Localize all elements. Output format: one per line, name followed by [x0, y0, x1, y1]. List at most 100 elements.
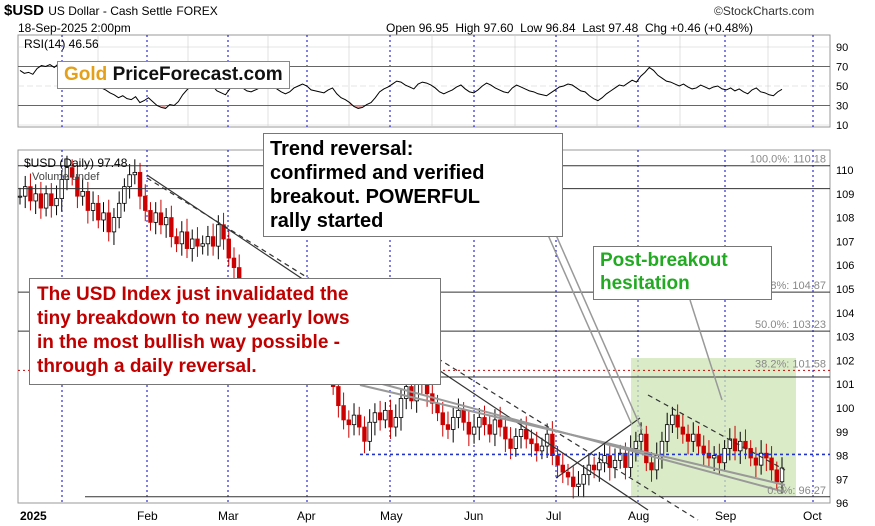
price-bar-body	[216, 224, 221, 247]
price-bar-body	[137, 171, 143, 197]
instrument-name: US Dollar - Cash Settle	[48, 4, 173, 18]
price-bar-body	[753, 457, 759, 466]
low-value: 96.84	[545, 21, 576, 35]
price-bar-body	[711, 455, 717, 459]
price-tick-label: 98	[836, 451, 848, 463]
price-bar-body	[195, 238, 200, 247]
fib-level-label: 0.0%: 96.27	[767, 485, 826, 497]
last-value: 97.48	[608, 21, 639, 35]
price-bar-body	[450, 417, 456, 430]
price-bar-body	[738, 440, 743, 452]
price-bar-body	[54, 198, 59, 207]
price-bar-body	[675, 414, 680, 428]
price-bar-body	[471, 426, 477, 435]
price-bar-body	[706, 452, 712, 459]
price-bar-body	[477, 417, 482, 428]
price-bar-body	[691, 433, 696, 442]
timestamp: 18-Sep-2025 2:00pm	[18, 21, 131, 35]
price-bar-body	[664, 424, 670, 442]
fib-level-label: 38.2%: 101.58	[755, 358, 826, 370]
open-value: 96.95	[418, 21, 449, 35]
x-axis-label: Feb	[137, 509, 158, 523]
price-bar-body	[618, 452, 623, 461]
price-bar-body	[75, 176, 80, 197]
price-bar-body	[383, 409, 388, 421]
price-bar-body	[524, 429, 529, 440]
price-bar-body	[33, 193, 38, 202]
site-logo: Gold PriceForecast.com	[57, 61, 290, 89]
rsi-tick-label: 10	[836, 120, 848, 132]
price-bar-body	[96, 202, 101, 221]
price-bar-body	[231, 257, 237, 268]
price-tick-label: 107	[836, 236, 854, 248]
price-bar-body	[727, 438, 733, 449]
price-bar-body	[466, 421, 472, 435]
price-bar-body	[404, 386, 409, 399]
price-bar-body	[456, 409, 461, 418]
price-bar-body	[717, 455, 722, 464]
callout-pointer	[547, 234, 633, 426]
x-axis-label: Sep	[715, 509, 737, 523]
open-label: Open	[386, 21, 416, 35]
chart-header: $USD US Dollar - Cash Settle FOREX	[4, 2, 218, 19]
price-bar-body	[49, 193, 54, 207]
price-bar-body	[732, 438, 738, 452]
callout-pointer	[689, 299, 723, 401]
price-bar-body	[367, 421, 372, 442]
price-bar-body	[529, 438, 534, 445]
price-bar-body	[336, 386, 341, 407]
price-bar-body	[503, 426, 508, 440]
price-bar-body	[127, 174, 132, 188]
price-bar-body	[779, 467, 785, 483]
price-tick-label: 97	[836, 474, 848, 486]
price-bar-body	[497, 419, 503, 428]
symbol: $USD	[4, 2, 45, 19]
price-bar-body	[560, 464, 565, 473]
source-credit: ©StockCharts.com	[714, 4, 815, 18]
volume-label: Volume undef	[32, 171, 100, 183]
price-tick-label: 96	[836, 498, 848, 510]
price-bar-body	[111, 217, 117, 233]
price-bar-body	[764, 452, 769, 459]
price-bar-body	[377, 412, 383, 421]
logo-gold: Gold	[64, 64, 108, 85]
price-bar-body	[388, 409, 393, 428]
rally-line	[555, 417, 641, 479]
rsi-tick-label: 30	[836, 101, 848, 113]
price-bar-body	[758, 452, 764, 466]
trend-reversal-annotation: Trend reversal: confirmed and verified b…	[263, 133, 563, 237]
price-bar-body	[701, 445, 706, 454]
price-tick-label: 108	[836, 213, 854, 225]
callout-pointer	[555, 234, 643, 431]
price-bar-body	[623, 452, 628, 468]
price-bar-body	[132, 171, 138, 176]
price-bar-body	[190, 238, 195, 249]
post-breakout-channel	[647, 394, 786, 471]
rsi-panel-frame	[17, 34, 831, 128]
price-bar-body	[607, 455, 612, 468]
price-bar-body	[210, 236, 216, 247]
price-bar-body	[200, 243, 205, 247]
price-tick-label: 103	[836, 332, 854, 344]
price-bar-body	[184, 231, 190, 249]
price-tick-label: 104	[836, 308, 854, 320]
price-bar-body	[638, 433, 644, 442]
price-bar-body	[440, 412, 445, 426]
price-bar-body	[487, 424, 492, 435]
exchange: FOREX	[176, 4, 218, 18]
price-bar-body	[372, 412, 378, 423]
x-axis-label: 2025	[20, 509, 47, 523]
usd-index-annotation: The USD Index just invalidated the tiny …	[29, 278, 441, 385]
price-bar-body	[351, 414, 357, 426]
declining-support-line	[359, 384, 786, 486]
price-bar-body	[633, 440, 639, 449]
x-axis-label: May	[380, 509, 403, 523]
price-bar-body	[513, 436, 519, 449]
price-bar-body	[565, 471, 571, 478]
price-bar-body	[424, 383, 430, 395]
price-label: $USD (Daily) 97.48	[24, 156, 128, 170]
price-bar-body	[28, 186, 33, 202]
price-bar-body	[357, 414, 362, 428]
x-axis-label: Oct	[803, 509, 822, 523]
price-bar-body	[226, 238, 231, 259]
